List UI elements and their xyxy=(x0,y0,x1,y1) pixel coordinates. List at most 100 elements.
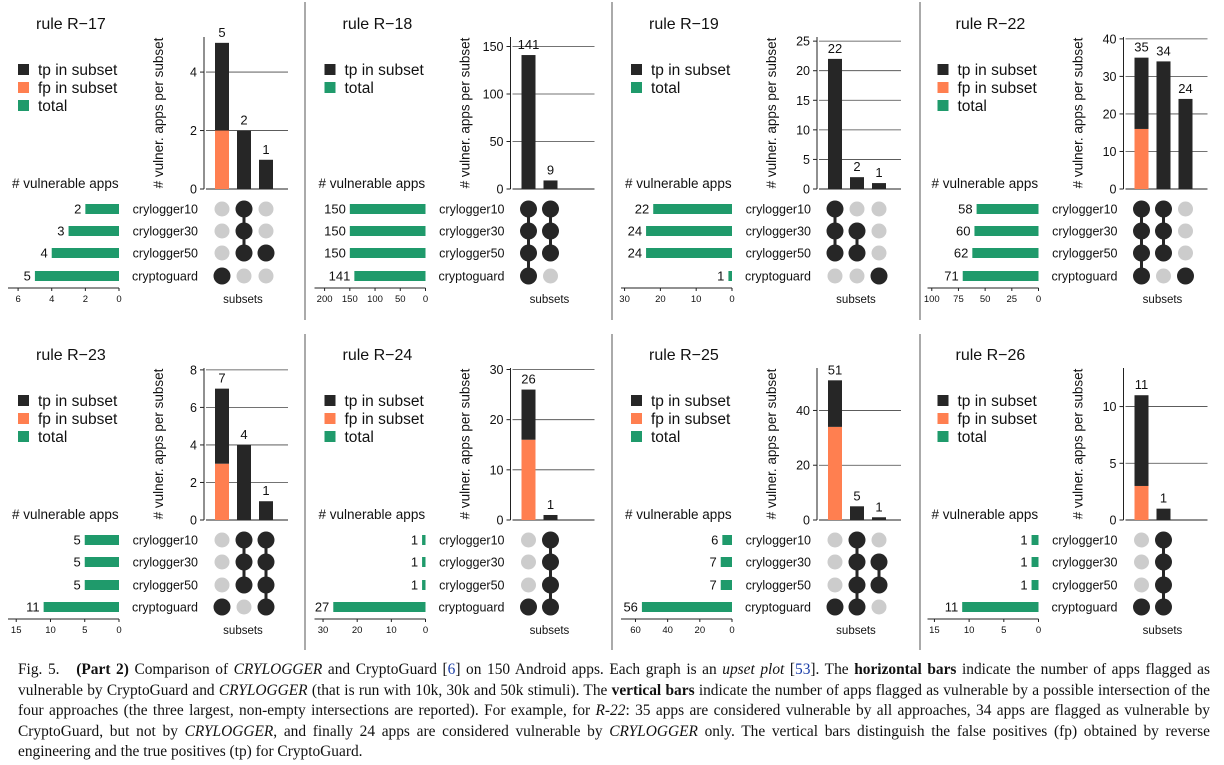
y-tick-label: 2 xyxy=(190,476,197,490)
bar-value-label: 35 xyxy=(1134,40,1148,55)
y-axis-label: # vulner. apps per subset xyxy=(764,37,779,188)
y-tick-label: 4 xyxy=(190,438,197,452)
hbar-axis-label: # vulnerable apps xyxy=(319,507,426,522)
caption-ref-link[interactable]: 6 xyxy=(447,661,456,678)
matrix-dot-off xyxy=(543,268,558,284)
y-tick-label: 50 xyxy=(490,135,504,149)
legend-swatch-total xyxy=(324,82,336,93)
hbar-value-label: 1 xyxy=(1020,533,1027,548)
legend-label-tp: tp in subset xyxy=(345,393,425,410)
matrix-dot-off xyxy=(1178,245,1193,261)
bar-tp xyxy=(237,444,251,520)
matrix-dot-off xyxy=(1156,268,1171,284)
set-label-crylogger30: crylogger30 xyxy=(746,556,811,570)
matrix-dot-off xyxy=(871,532,887,548)
matrix-dot-on xyxy=(542,222,559,240)
bar-value-label: 26 xyxy=(521,372,535,387)
hbar-tick-label: 50 xyxy=(980,294,991,305)
hbar-tick-label: 100 xyxy=(924,294,940,305)
hbar-tick-label: 40 xyxy=(662,625,673,636)
legend-swatch-total xyxy=(937,100,949,111)
legend-swatch-tp xyxy=(324,395,336,406)
hbar-tick-label: 0 xyxy=(116,294,121,305)
legend-label-fp: fp in subset xyxy=(958,80,1038,97)
subsets-label: subsets xyxy=(530,294,570,306)
bar-tp xyxy=(1134,395,1149,486)
legend-label-tp: tp in subset xyxy=(958,62,1038,79)
caption-text: indicate the number of apps flagged as v… xyxy=(18,681,1210,720)
set-label-crylogger30: crylogger30 xyxy=(133,225,198,239)
set-label-crylogger50: crylogger50 xyxy=(439,579,504,593)
legend-label-total: total xyxy=(651,429,680,446)
hbar-tick-label: 5 xyxy=(82,625,87,636)
y-tick-label: 100 xyxy=(483,88,504,102)
hbar-tick-label: 30 xyxy=(318,625,329,636)
hbar-axis-label: # vulnerable apps xyxy=(932,176,1039,191)
set-label-cryptoguard: cryptoguard xyxy=(438,270,504,284)
hbar-total xyxy=(349,204,426,214)
hbar-value-label: 11 xyxy=(26,600,40,615)
matrix-dot-on xyxy=(520,200,537,218)
plot-title: rule R−22 xyxy=(956,16,1026,33)
set-label-crylogger10: crylogger10 xyxy=(746,203,811,217)
matrix-dot-on xyxy=(257,531,275,549)
hbar-value-label: 150 xyxy=(324,224,346,239)
y-tick-label: 5 xyxy=(1110,457,1117,471)
hbar-value-label: 60 xyxy=(956,224,970,239)
legend-swatch-total xyxy=(324,431,336,442)
caption-ref-link[interactable]: 53 xyxy=(795,661,811,678)
matrix-dot-on xyxy=(848,553,866,571)
y-tick-label: 25 xyxy=(796,35,810,49)
set-label-crylogger10: crylogger10 xyxy=(746,534,811,548)
bar-value-label: 34 xyxy=(1156,43,1170,58)
matrix-dot-on xyxy=(870,267,888,285)
hbar-tick-label: 50 xyxy=(395,294,406,305)
plot-title: rule R−19 xyxy=(649,16,719,33)
hbar-axis-label: # vulnerable apps xyxy=(932,507,1039,522)
hbar-value-label: 3 xyxy=(57,224,64,239)
bar-value-label: 9 xyxy=(547,162,554,177)
bar-value-label: 5 xyxy=(218,25,225,40)
bar-tp xyxy=(1178,98,1193,189)
matrix-dot-on xyxy=(542,553,559,571)
matrix-dot-off xyxy=(827,532,843,548)
hbar-total xyxy=(962,602,1039,612)
hbar-tick-label: 10 xyxy=(964,625,975,636)
hbar-total xyxy=(720,580,732,590)
hbar-total xyxy=(34,271,120,281)
hbar-value-label: 1 xyxy=(411,578,418,593)
set-label-crylogger10: crylogger10 xyxy=(1052,203,1117,217)
bar-tp xyxy=(828,58,842,189)
hbar-value-label: 71 xyxy=(944,269,958,284)
y-tick-label: 2 xyxy=(190,124,197,138)
legend-swatch-tp xyxy=(18,395,29,406)
legend-swatch-fp xyxy=(631,413,642,424)
matrix-dot-on xyxy=(1177,267,1194,285)
hbar-axis-label: # vulnerable apps xyxy=(625,507,732,522)
hbar-tick-label: 100 xyxy=(367,294,383,305)
caption-horizontal-bars: horizontal bars xyxy=(854,661,957,678)
bar-tp xyxy=(259,501,273,520)
bar-value-label: 1 xyxy=(547,497,554,512)
hbar-tick-label: 0 xyxy=(1036,294,1041,305)
bar-tp xyxy=(215,388,229,464)
matrix-dot-on xyxy=(257,598,275,616)
hbar-value-label: 56 xyxy=(623,600,637,615)
bar-tp xyxy=(872,517,886,520)
hbar-total xyxy=(720,557,732,567)
matrix-dot-on xyxy=(520,267,537,285)
caption-crylogger: CRYLOGGER xyxy=(609,722,698,740)
matrix-dot-off xyxy=(827,554,843,570)
plot-title: rule R−18 xyxy=(343,16,413,33)
hbar-value-label: 22 xyxy=(635,202,649,217)
matrix-dot-off xyxy=(871,245,887,261)
caption-text: ] on 150 Android apps. Each graph is an xyxy=(455,661,723,678)
matrix-dot-on xyxy=(826,200,844,218)
bar-fp xyxy=(1134,485,1149,520)
matrix-dot-on xyxy=(848,222,866,240)
set-label-cryptoguard: cryptoguard xyxy=(1051,601,1117,615)
matrix-dot-off xyxy=(1134,532,1149,548)
